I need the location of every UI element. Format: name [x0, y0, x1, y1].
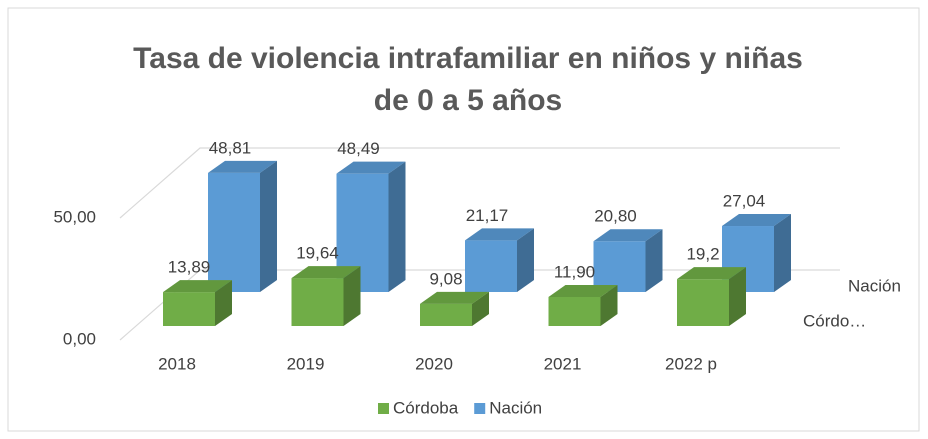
- bar: [593, 229, 663, 292]
- bar-front: [420, 303, 472, 326]
- bar: [163, 280, 232, 326]
- chart-title: de 0 a 5 años: [374, 84, 562, 117]
- bar-front: [677, 279, 729, 326]
- bar-top: [420, 291, 489, 304]
- bar-front: [548, 296, 601, 326]
- bar-top: [336, 161, 406, 174]
- bar: [336, 161, 406, 292]
- bar-front: [291, 278, 344, 326]
- bar-side-shade: [215, 280, 232, 326]
- bar-side: [215, 280, 232, 326]
- x-tick-label: 2019: [287, 354, 325, 373]
- bar: [722, 214, 791, 292]
- bar-top-shade: [548, 284, 618, 297]
- bar-top-shade: [208, 160, 277, 173]
- x-tick-label: 2021: [544, 354, 582, 373]
- bar-front: [465, 240, 517, 292]
- bar: [548, 284, 618, 326]
- bar-side-shade: [600, 284, 618, 326]
- data-label: 9,08: [429, 269, 462, 288]
- bar-side: [388, 161, 406, 292]
- bar-top: [677, 267, 746, 280]
- bar: [291, 266, 361, 326]
- bar-side-shade: [388, 161, 406, 292]
- bar-top-shade: [420, 291, 489, 304]
- bar-side-shade: [472, 291, 489, 326]
- bar-side: [645, 229, 663, 292]
- bar-top-shade: [163, 280, 232, 293]
- bar-side-shade: [517, 228, 534, 292]
- bar-top: [548, 284, 618, 297]
- bar-side: [472, 291, 489, 326]
- bar-top: [291, 266, 361, 279]
- depth-label: Nación: [848, 276, 901, 295]
- bar-front: [593, 241, 646, 292]
- bar-side: [774, 214, 791, 292]
- legend-swatch: [378, 403, 389, 414]
- legend-label: Nación: [489, 398, 542, 417]
- bar-side: [517, 228, 534, 292]
- data-label: 48,49: [337, 139, 380, 158]
- bar-side-shade: [774, 214, 791, 292]
- bar-side-shade: [729, 267, 746, 326]
- bar-side: [729, 267, 746, 326]
- legend-label: Córdoba: [393, 398, 459, 417]
- x-tick-label: 2022 p: [665, 354, 717, 373]
- y-tick-label: 50,00: [53, 207, 96, 226]
- bar-front: [208, 172, 260, 292]
- y-tick-label: 0,00: [63, 329, 96, 348]
- bar: [208, 160, 277, 292]
- data-label: 21,17: [466, 206, 509, 225]
- legend-swatch: [474, 403, 486, 414]
- bar-top-shade: [677, 267, 746, 280]
- bar-top: [208, 160, 277, 173]
- bar: [420, 291, 489, 326]
- bar-top-shade: [465, 228, 534, 241]
- bar-top-shade: [722, 214, 791, 227]
- depth-label: Córdo…: [803, 311, 866, 330]
- bar-top: [593, 229, 663, 242]
- data-label: 19,64: [296, 244, 339, 263]
- data-label: 20,80: [594, 207, 637, 226]
- bar-front: [163, 292, 215, 326]
- bar-side-shade: [260, 160, 277, 292]
- bar-side-shade: [343, 266, 361, 326]
- bar-side: [260, 160, 277, 292]
- bar-top-shade: [593, 229, 663, 242]
- bar: [465, 228, 534, 292]
- bar-top: [163, 280, 232, 293]
- bar-side: [343, 266, 361, 326]
- data-label: 11,90: [554, 262, 595, 281]
- bar-side: [600, 284, 618, 326]
- bar: [677, 267, 746, 326]
- bar-top-shade: [291, 266, 361, 279]
- data-label: 13,89: [168, 258, 211, 277]
- grid-line: [119, 147, 840, 219]
- data-label: 19,2: [686, 245, 719, 264]
- data-label: 48,81: [209, 138, 252, 157]
- bar-top-shade: [336, 161, 406, 174]
- data-label: 27,04: [723, 192, 766, 211]
- x-tick-label: 2018: [158, 354, 196, 373]
- bar-top: [465, 228, 534, 241]
- chart-title: Tasa de violencia intrafamiliar en niños…: [133, 42, 803, 75]
- bar-top: [722, 214, 791, 227]
- bar-side-shade: [645, 229, 663, 292]
- x-tick-label: 2020: [415, 354, 453, 373]
